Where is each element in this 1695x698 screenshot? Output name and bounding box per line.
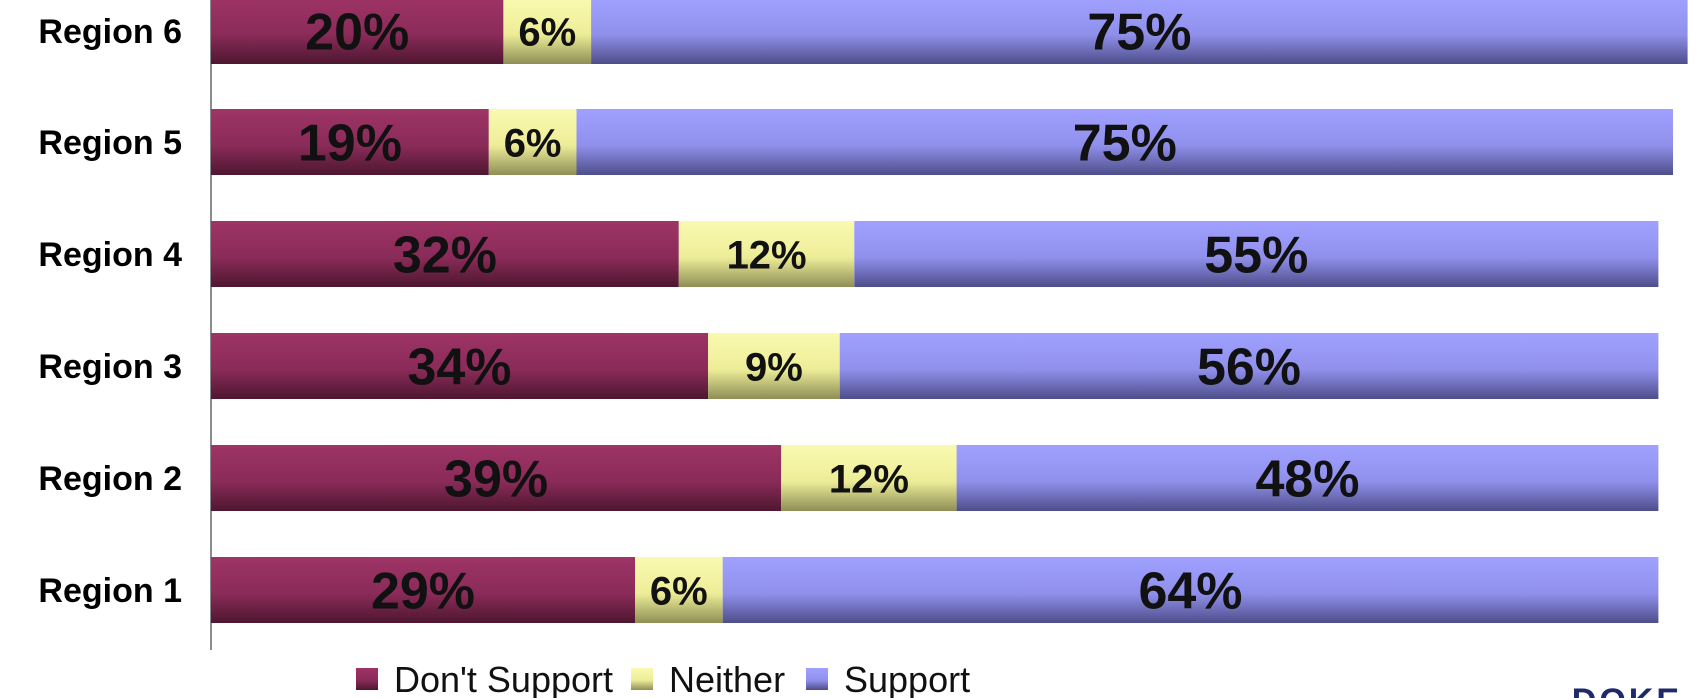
data-label-support-region-1: 64% [1138,563,1242,621]
data-label-don-t-support-region-2: 39% [444,451,548,509]
legend-swatch-neither [631,668,653,690]
bar-don-t-support-region-6 [211,0,504,64]
bar-don-t-support-region-5 [211,109,489,175]
category-label-region-4: Region 4 [38,236,182,274]
bar-support-region-6 [591,0,1688,64]
category-labels: Region 6 Region 5 Region 4 Region 3 Region 2… [38,13,182,610]
bar-neither-region-5 [488,109,577,175]
category-label-region-1: Region 1 [38,572,182,610]
data-label-neither-region-5: 6% [504,121,562,165]
data-label-don-t-support-region-3: 34% [407,339,511,397]
data-label-don-t-support-region-1: 29% [371,563,475,621]
bar-support-region-1 [722,557,1659,623]
bar-neither-region-3 [708,333,840,399]
bar-support-region-4 [854,221,1659,287]
data-label-don-t-support-region-5: 19% [298,115,402,173]
bar-support-region-2 [956,445,1659,511]
data-label-support-region-4: 55% [1204,227,1308,285]
bar-don-t-support-region-3 [211,333,709,399]
data-label-neither-region-1: 6% [650,569,708,613]
bar-neither-region-1 [635,557,723,623]
bar-support-region-3 [839,333,1659,399]
data-label-neither-region-4: 12% [727,233,807,277]
category-label-region-5: Region 5 [38,124,182,162]
bar-labels: 20% 6% 75% 19% 6% 75% 32% 12% 55% 34% 9% 56% 39% 12% 4… [298,4,1360,621]
data-label-support-region-3: 56% [1197,339,1301,397]
data-label-don-t-support-region-6: 20% [305,4,409,62]
category-label-region-2: Region 2 [38,460,182,498]
bars [211,0,1688,623]
legend: Don't Support Neither Support [356,659,970,698]
data-label-support-region-5: 75% [1073,115,1177,173]
legend-label-support: Support [844,659,970,698]
data-label-don-t-support-region-4: 32% [393,227,497,285]
bar-neither-region-4 [678,221,855,287]
bar-don-t-support-region-4 [211,221,679,287]
category-label-region-3: Region 3 [38,348,182,386]
data-label-neither-region-6: 6% [518,10,576,54]
bar-support-region-5 [576,109,1673,175]
bar-neither-region-2 [781,445,957,511]
watermark-logo-text: DOKE [1572,682,1682,698]
bar-neither-region-6 [503,0,592,64]
category-label-region-6: Region 6 [38,13,182,51]
bar-don-t-support-region-2 [211,445,782,511]
legend-swatch-support [806,668,828,690]
data-label-neither-region-2: 12% [829,457,909,501]
bar-don-t-support-region-1 [211,557,635,623]
data-label-support-region-2: 48% [1255,451,1359,509]
data-label-support-region-6: 75% [1087,4,1191,62]
legend-swatch-don-t-support [356,668,378,690]
legend-label-neither: Neither [669,659,785,698]
data-label-neither-region-3: 9% [745,345,803,389]
legend-label-don-t-support: Don't Support [394,659,613,698]
